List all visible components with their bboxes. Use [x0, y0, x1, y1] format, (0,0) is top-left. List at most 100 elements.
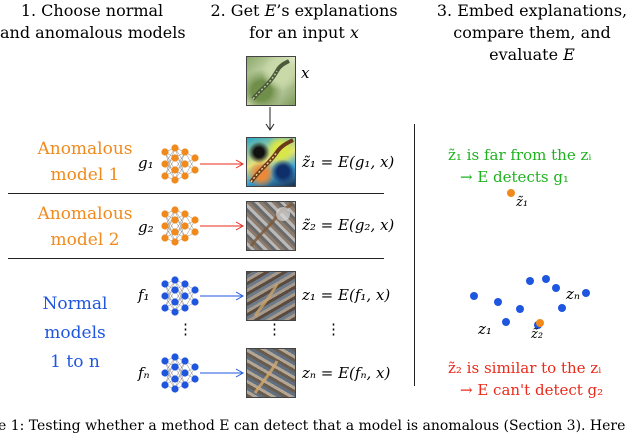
- network-node: [171, 308, 179, 316]
- down-arrow-icon: [265, 107, 275, 131]
- network-node: [171, 276, 179, 284]
- separator-2: [8, 258, 384, 259]
- network-node: [161, 210, 169, 218]
- group-label-anomalous-1: Anomalous model 1: [37, 139, 133, 185]
- network-node: [171, 298, 179, 306]
- point-normal: [558, 304, 566, 312]
- header-step3-line1: 3. Embed explanations,: [436, 1, 628, 20]
- separator-1: [8, 193, 384, 194]
- network-node: [161, 172, 169, 180]
- point-normal: [526, 277, 534, 285]
- point-normal: [494, 298, 502, 306]
- network-node: [191, 363, 199, 371]
- network-edge: [174, 356, 186, 386]
- point-normal: [552, 284, 560, 292]
- explanation-image-fn: [246, 348, 296, 398]
- network-edge: [174, 209, 186, 239]
- equation-z1: z₁ = E(f₁, x): [302, 286, 391, 304]
- network-edge: [174, 213, 186, 243]
- note-cant-detect: z̃₂ is similar to the zᵢ → E can't detec…: [448, 359, 604, 399]
- network-node: [181, 222, 189, 230]
- point-normal: [542, 275, 550, 283]
- network-edge: [164, 213, 176, 243]
- embedding-plot: [470, 189, 590, 329]
- header-step2: 2. Get E’s explanations for an input x: [196, 0, 412, 44]
- network-node: [171, 166, 179, 174]
- network-icon-g1: [161, 144, 199, 184]
- network-edge: [164, 360, 176, 390]
- network-node: [181, 304, 189, 312]
- equation-z2-tilde: z̃₂ = E(g₂, x): [302, 216, 395, 234]
- dots-models: ⋮: [178, 320, 193, 338]
- network-icon-fn: [161, 353, 199, 393]
- network-node: [171, 144, 179, 152]
- network-node: [191, 166, 199, 174]
- network-node: [161, 234, 169, 242]
- header-step3-line2: compare them, and: [453, 23, 611, 42]
- network-node: [171, 375, 179, 383]
- network-node: [181, 234, 189, 242]
- point-normal: [470, 292, 478, 300]
- network-node: [161, 369, 169, 377]
- network-edge: [174, 147, 186, 177]
- vertical-divider: [414, 124, 415, 386]
- input-label: x: [301, 64, 310, 82]
- equation-z1-tilde: z̃₁ = E(g₁, x): [302, 153, 395, 171]
- header-step2-line1: 2. Get E’s explanations: [210, 1, 398, 20]
- network-node: [161, 148, 169, 156]
- network-node: [181, 357, 189, 365]
- point-normal: [516, 305, 524, 313]
- network-node: [181, 172, 189, 180]
- note-detects: z̃₁ is far from the zᵢ → E detects g₁: [448, 146, 592, 186]
- network-node: [161, 357, 169, 365]
- network-node: [171, 216, 179, 224]
- header-step1-line1: 1. Choose normal: [20, 1, 164, 20]
- network-edge: [174, 151, 186, 181]
- network-node: [181, 381, 189, 389]
- header-step2-line2: for an input x: [249, 23, 359, 42]
- network-node: [171, 206, 179, 214]
- figure-caption: e 1: Testing whether a method E can dete…: [0, 418, 626, 434]
- network-node: [181, 280, 189, 288]
- header-step1: 1. Choose normal and anomalous models: [0, 0, 186, 44]
- network-node: [181, 160, 189, 168]
- network-node: [171, 363, 179, 371]
- network-node: [161, 222, 169, 230]
- group-label-anomalous-2: Anomalous model 2: [37, 204, 133, 250]
- label-zn: zₙ: [566, 285, 580, 303]
- network-node: [161, 292, 169, 300]
- network-node: [181, 369, 189, 377]
- network-node: [191, 375, 199, 383]
- dots-explanations: ⋮: [267, 320, 282, 338]
- label-z1-tilde: z̃₁: [516, 195, 529, 210]
- arrow-g1-icon: [200, 159, 245, 169]
- network-edge: [164, 209, 176, 239]
- network-node: [171, 353, 179, 361]
- network-edge: [164, 356, 176, 386]
- point-zn: [582, 289, 590, 297]
- network-node: [191, 298, 199, 306]
- explanation-image-g2: [246, 201, 296, 251]
- network-edge: [174, 360, 186, 390]
- point-z1: [502, 318, 510, 326]
- network-edge: [174, 283, 186, 313]
- network-edge: [164, 147, 176, 177]
- arrow-f1-icon: [200, 291, 245, 301]
- network-node: [171, 385, 179, 393]
- point-z1-tilde: [507, 189, 515, 197]
- equation-zn: zₙ = E(fₙ, x): [302, 364, 391, 382]
- arrow-g2-icon: [200, 221, 245, 231]
- arrow-fn-icon: [200, 368, 245, 378]
- network-node: [181, 292, 189, 300]
- network-node: [191, 228, 199, 236]
- model-name-f1: f₁: [138, 286, 150, 304]
- label-z2-tilde: z̃₂: [531, 327, 544, 342]
- network-node: [191, 154, 199, 162]
- network-node: [191, 216, 199, 224]
- explanation-image-g1: [246, 137, 296, 187]
- model-name-g2: g₂: [138, 218, 154, 236]
- network-edge: [174, 279, 186, 309]
- network-node: [161, 160, 169, 168]
- network-edge: [164, 283, 176, 313]
- network-node: [171, 238, 179, 246]
